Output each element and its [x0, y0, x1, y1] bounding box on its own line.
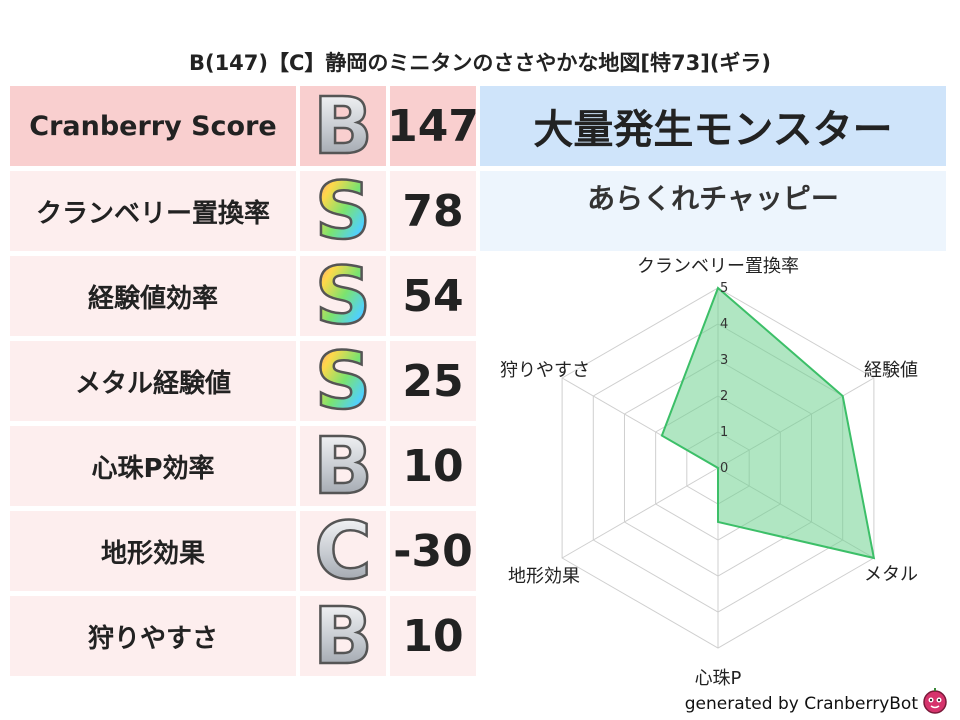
- grade-letter: S: [315, 172, 371, 250]
- grade-letter: B: [313, 87, 372, 165]
- score-row-label: 経験値効率: [10, 256, 296, 336]
- score-row-label: 心珠P効率: [10, 426, 296, 506]
- score-header-value: 147: [387, 86, 479, 166]
- score-row-label: 狩りやすさ: [10, 596, 296, 676]
- grade-badge-icon: S: [314, 172, 373, 250]
- score-header-grade: B: [300, 86, 386, 166]
- grade-letter: S: [315, 257, 371, 335]
- radar-axis-label: 地形効果: [508, 566, 580, 587]
- grade-letter: S: [315, 342, 371, 420]
- cranberry-bot-icon: [923, 688, 947, 714]
- radar-axis-label: メタル: [864, 564, 918, 585]
- score-row-grade: S: [300, 341, 386, 421]
- grade-badge-icon: B: [312, 87, 374, 165]
- radar-spoke: [561, 467, 719, 559]
- grade-badge-icon: S: [314, 342, 373, 420]
- score-header-label: Cranberry Score: [10, 86, 296, 166]
- radar-tick-label: 0: [720, 461, 728, 476]
- grade-letter: B: [313, 597, 372, 675]
- radar-tick-label: 2: [720, 389, 728, 404]
- grade-letter: B: [313, 427, 372, 505]
- radar-axis-label: 狩りやすさ: [500, 360, 590, 381]
- monster-header: 大量発生モンスター: [480, 86, 946, 166]
- radar-series-area: [660, 286, 876, 560]
- radar-tick-label: 3: [720, 353, 728, 368]
- footer-credit: generated by CranberryBot: [684, 694, 918, 714]
- score-row-value: 54: [390, 256, 476, 336]
- score-row-grade: C: [300, 511, 386, 591]
- radar-axis-label: クランベリー置換率: [637, 256, 799, 277]
- radar-tick-label: 4: [720, 317, 728, 332]
- grade-letter: C: [314, 512, 371, 590]
- score-row-value: 10: [390, 596, 476, 676]
- radar-axis-label: 心珠P: [695, 668, 742, 689]
- grade-badge-icon: S: [314, 257, 373, 335]
- radar-tick-label: 5: [720, 281, 728, 296]
- score-row-label: メタル経験値: [10, 341, 296, 421]
- radar-axis-label: 経験値: [864, 360, 918, 381]
- score-row-label: 地形効果: [10, 511, 296, 591]
- grade-badge-icon: B: [312, 597, 374, 675]
- score-row-value: -30: [390, 511, 476, 591]
- score-row-grade: B: [300, 596, 386, 676]
- score-row-grade: S: [300, 256, 386, 336]
- score-row-value: 78: [390, 171, 476, 251]
- score-row-grade: S: [300, 171, 386, 251]
- grade-badge-icon: B: [312, 427, 374, 505]
- monster-name: あらくれチャッピー: [480, 171, 946, 251]
- score-row-label: クランベリー置換率: [10, 171, 296, 251]
- grade-badge-icon: C: [313, 512, 373, 590]
- score-row-value: 25: [390, 341, 476, 421]
- score-row-value: 10: [390, 426, 476, 506]
- page-title: B(147)【C】静岡のミニタンのささやかな地図[特73](ギラ): [188, 51, 772, 75]
- radar-tick-label: 1: [720, 425, 728, 440]
- score-row-grade: B: [300, 426, 386, 506]
